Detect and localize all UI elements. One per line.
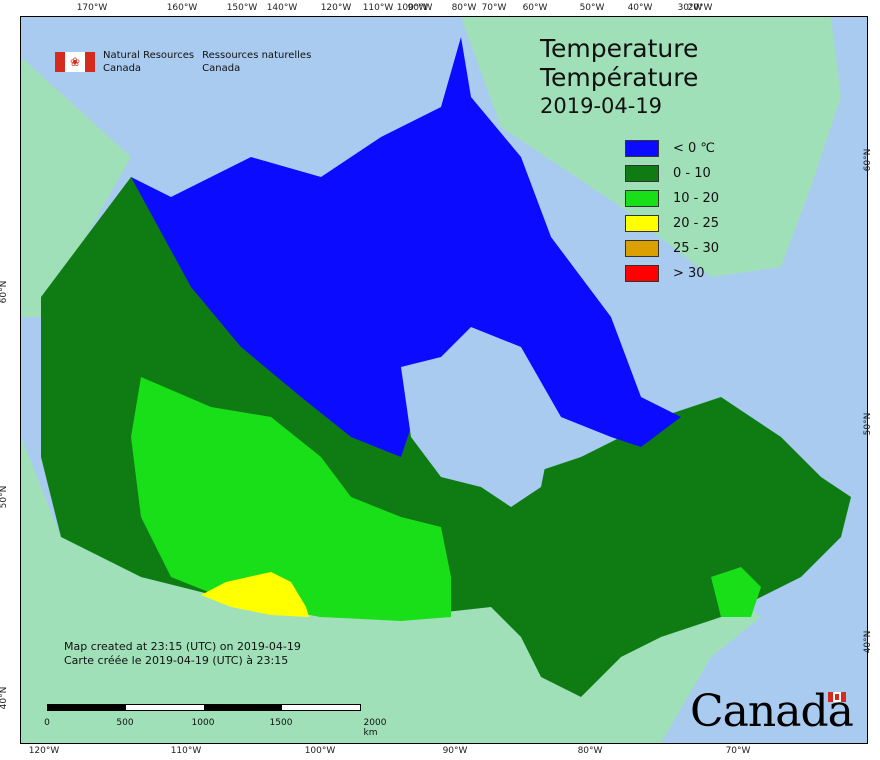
- agency-fr-line2: Canada: [202, 63, 241, 74]
- map-title-en: Temperature: [540, 34, 699, 63]
- legend-swatch: [625, 265, 659, 282]
- legend: < 0 ℃ 0 - 10 10 - 20 20 - 25 25 - 30 > 30: [625, 136, 719, 286]
- credit-en: Map created at 23:15 (UTC) on 2019-04-19: [64, 640, 301, 653]
- agency-fr-line1: Ressources naturelles: [202, 50, 312, 61]
- scale-bar: 0 500 1000 1500 2000 km: [44, 704, 386, 738]
- hudson-bay: [401, 357, 551, 507]
- canada-flag-icon: ❀: [55, 52, 95, 72]
- scale-bar-label: 1500: [269, 718, 293, 728]
- atlantic-region-10-20: [711, 567, 761, 617]
- agency-name-fr: Ressources naturelles Canada: [202, 49, 311, 75]
- graticule-label-top: 110°W: [362, 3, 394, 13]
- legend-label: 25 - 30: [673, 241, 720, 256]
- graticule-label-bottom: 80°W: [577, 746, 603, 756]
- legend-swatch: [625, 190, 659, 207]
- legend-item: 0 - 10: [625, 161, 719, 186]
- map-date: 2019-04-19: [540, 94, 663, 118]
- graticule-label-top: 40°W: [627, 3, 653, 13]
- graticule-label-right: 40°N: [863, 630, 873, 654]
- agency-name-en: Natural Resources Canada: [103, 49, 194, 75]
- graticule-label-bottom: 90°W: [442, 746, 468, 756]
- legend-label: 10 - 20: [673, 191, 720, 206]
- graticule-label-left: 40°N: [0, 686, 9, 710]
- agency-signature: ❀ Natural Resources Canada Ressources na…: [55, 49, 311, 75]
- scale-bar-graphic: [47, 704, 361, 711]
- graticule-label-top: 120°W: [320, 3, 352, 13]
- graticule-label-top: 20°W: [687, 3, 713, 13]
- legend-item: 25 - 30: [625, 236, 719, 261]
- graticule-label-top: 150°W: [226, 3, 258, 13]
- legend-swatch: [625, 240, 659, 257]
- agency-en-line1: Natural Resources: [103, 50, 195, 61]
- canada-region-10-20: [131, 377, 451, 621]
- map-title-block: Temperature Température 2019-04-19: [540, 34, 698, 120]
- canada-region-20-25: [201, 572, 309, 617]
- graticule-label-right: 50°N: [863, 412, 873, 436]
- graticule-label-left: 50°N: [0, 485, 9, 509]
- canada-region-below-0: [131, 37, 681, 457]
- graticule-label-bottom: 120°W: [28, 746, 60, 756]
- credit-fr: Carte créée le 2019-04-19 (UTC) à 23:15: [64, 654, 289, 667]
- alaska-land: [21, 57, 131, 317]
- scale-bar-label: 2000 km: [363, 718, 387, 738]
- legend-item: 20 - 25: [625, 211, 719, 236]
- graticule-label-top: 30°W: [677, 3, 703, 13]
- graticule-label-left: 60°N: [0, 280, 9, 304]
- wordmark-flag-icon: [828, 692, 846, 702]
- scale-bar-label: 1000: [191, 718, 215, 728]
- legend-item: > 30: [625, 261, 719, 286]
- graticule-label-top: 100°W: [396, 3, 428, 13]
- graticule-label-top: 170°W: [76, 3, 108, 13]
- graticule-label-bottom: 70°W: [725, 746, 751, 756]
- graticule-label-top: 50°W: [579, 3, 605, 13]
- graticule-label-top: 140°W: [266, 3, 298, 13]
- graticule-label-right: 60°N: [863, 148, 873, 172]
- legend-swatch: [625, 215, 659, 232]
- legend-label: < 0 ℃: [673, 141, 716, 156]
- graticule-label-top: 60°W: [522, 3, 548, 13]
- graticule-label-top: 160°W: [166, 3, 198, 13]
- legend-label: 0 - 10: [673, 166, 711, 181]
- agency-en-line2: Canada: [103, 63, 142, 74]
- graticule-label-bottom: 110°W: [170, 746, 202, 756]
- temperature-map[interactable]: [21, 17, 867, 743]
- graticule-label-top: 70°W: [481, 3, 507, 13]
- graticule-label-bottom: 100°W: [304, 746, 336, 756]
- map-frame[interactable]: ❀ Natural Resources Canada Ressources na…: [20, 16, 868, 744]
- map-title-fr: Température: [540, 63, 699, 92]
- legend-label: 20 - 25: [673, 216, 720, 231]
- graticule-label-top: 90°W: [407, 3, 433, 13]
- legend-item: < 0 ℃: [625, 136, 719, 161]
- legend-swatch: [625, 165, 659, 182]
- map-credit: Map created at 23:15 (UTC) on 2019-04-19…: [64, 640, 301, 668]
- scale-bar-label: 500: [116, 718, 134, 728]
- scale-bar-label: 0: [44, 718, 50, 728]
- legend-item: 10 - 20: [625, 186, 719, 211]
- legend-swatch: [625, 140, 659, 157]
- legend-label: > 30: [673, 266, 705, 281]
- graticule-label-top: 80°W: [451, 3, 477, 13]
- canada-wordmark: Canada: [690, 686, 854, 737]
